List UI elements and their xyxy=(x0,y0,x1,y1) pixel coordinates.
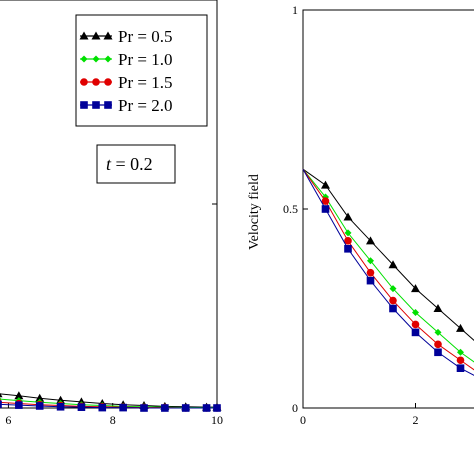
right-data-point xyxy=(344,229,352,237)
legend-label: Pr = 2.0 xyxy=(118,96,172,115)
legend-marker xyxy=(92,55,100,63)
left-data-point xyxy=(0,392,3,398)
right-data-point xyxy=(411,284,420,293)
right-data-point xyxy=(344,237,352,245)
left-data-point xyxy=(202,404,211,412)
right-data-point xyxy=(412,308,419,316)
right-data-point xyxy=(389,296,397,305)
left-data-point xyxy=(140,404,148,412)
legend-marker xyxy=(104,55,112,63)
right-data-point xyxy=(388,260,398,269)
right-x-tick-label: 2 xyxy=(413,413,419,427)
left-x-tick-label: 10 xyxy=(211,413,223,427)
right-data-point xyxy=(433,304,443,312)
right-data-point xyxy=(366,276,375,285)
left-data-point xyxy=(35,402,44,410)
left-data-point xyxy=(119,403,127,412)
left-data-point xyxy=(77,403,86,411)
right-data-point xyxy=(411,320,420,329)
legend-marker xyxy=(91,31,101,40)
legend-marker xyxy=(92,78,100,86)
legend-marker xyxy=(80,101,88,109)
right-data-point xyxy=(344,245,352,253)
right-data-point xyxy=(456,364,465,372)
right-data-point xyxy=(366,236,375,245)
left-data-point xyxy=(14,391,24,400)
right-y-tick-label: 0 xyxy=(292,401,298,415)
left-axis-ticks: 6 8 10 xyxy=(5,203,223,427)
legend-entry: Pr = 0.5 xyxy=(79,27,172,46)
right-data-point xyxy=(389,285,397,293)
right-data-point xyxy=(434,328,442,336)
legend-marker xyxy=(92,101,100,109)
svg-text:t = 0.2: t = 0.2 xyxy=(106,154,153,174)
left-series xyxy=(0,391,222,412)
time-annotation: t = 0.2 xyxy=(96,144,176,184)
time-value: = 0.2 xyxy=(111,154,153,174)
left-x-tick-label: 6 xyxy=(5,413,11,427)
right-data-point xyxy=(434,340,442,349)
left-panel: 6 8 10 Pr = 0.5 Pr = 1.0 Pr = 1.5 Pr = 2.0 t … xyxy=(0,0,223,427)
left-data-point xyxy=(0,400,2,409)
legend-label: Pr = 0.5 xyxy=(118,27,172,46)
right-data-point xyxy=(456,356,465,365)
legend-marker xyxy=(80,55,88,63)
legend-marker xyxy=(103,31,113,40)
right-data-point xyxy=(411,328,420,337)
right-data-point xyxy=(434,348,442,357)
right-axis-ticks: 0 2 0 0.5 1 xyxy=(283,3,419,427)
right-data-point xyxy=(343,212,353,221)
left-data-point xyxy=(213,404,221,412)
legend-marker xyxy=(79,31,89,40)
left-data-point xyxy=(161,404,169,412)
legend-label: Pr = 1.0 xyxy=(118,50,172,69)
right-data-point xyxy=(456,323,465,332)
right-y-tick-label: 0.5 xyxy=(283,202,298,216)
legend: Pr = 0.5 Pr = 1.0 Pr = 1.5 Pr = 2.0 xyxy=(75,14,208,127)
right-data-point xyxy=(321,197,330,205)
right-data-point xyxy=(321,205,330,213)
right-data-point xyxy=(367,257,374,265)
right-data-point xyxy=(366,268,375,277)
legend-entry: Pr = 1.5 xyxy=(80,73,172,92)
right-series xyxy=(302,168,474,376)
left-data-point xyxy=(98,403,107,412)
legend-label: Pr = 1.5 xyxy=(118,73,172,92)
right-panel: 0 2 0 0.5 1 Velocity field xyxy=(247,3,474,427)
legend-entry: Pr = 1.0 xyxy=(80,50,172,69)
right-series-line xyxy=(302,168,474,342)
left-data-point xyxy=(15,401,23,409)
right-y-tick-label: 1 xyxy=(292,3,298,17)
left-data-point xyxy=(56,402,65,411)
legend-marker xyxy=(104,78,112,86)
right-y-axis-label: Velocity field xyxy=(247,174,262,250)
left-x-tick-label: 8 xyxy=(110,413,116,427)
legend-entry: Pr = 2.0 xyxy=(80,96,172,115)
left-data-point xyxy=(35,393,45,402)
left-data-point xyxy=(56,395,66,404)
legend-marker xyxy=(80,78,88,86)
time-annotation-box xyxy=(96,144,176,184)
right-data-point xyxy=(389,304,397,313)
legend-marker xyxy=(104,101,112,109)
right-data-point xyxy=(321,180,330,189)
right-x-tick-label: 0 xyxy=(300,413,306,427)
time-variable: t xyxy=(106,154,112,174)
left-data-point xyxy=(181,404,190,412)
right-data-point xyxy=(457,348,464,356)
